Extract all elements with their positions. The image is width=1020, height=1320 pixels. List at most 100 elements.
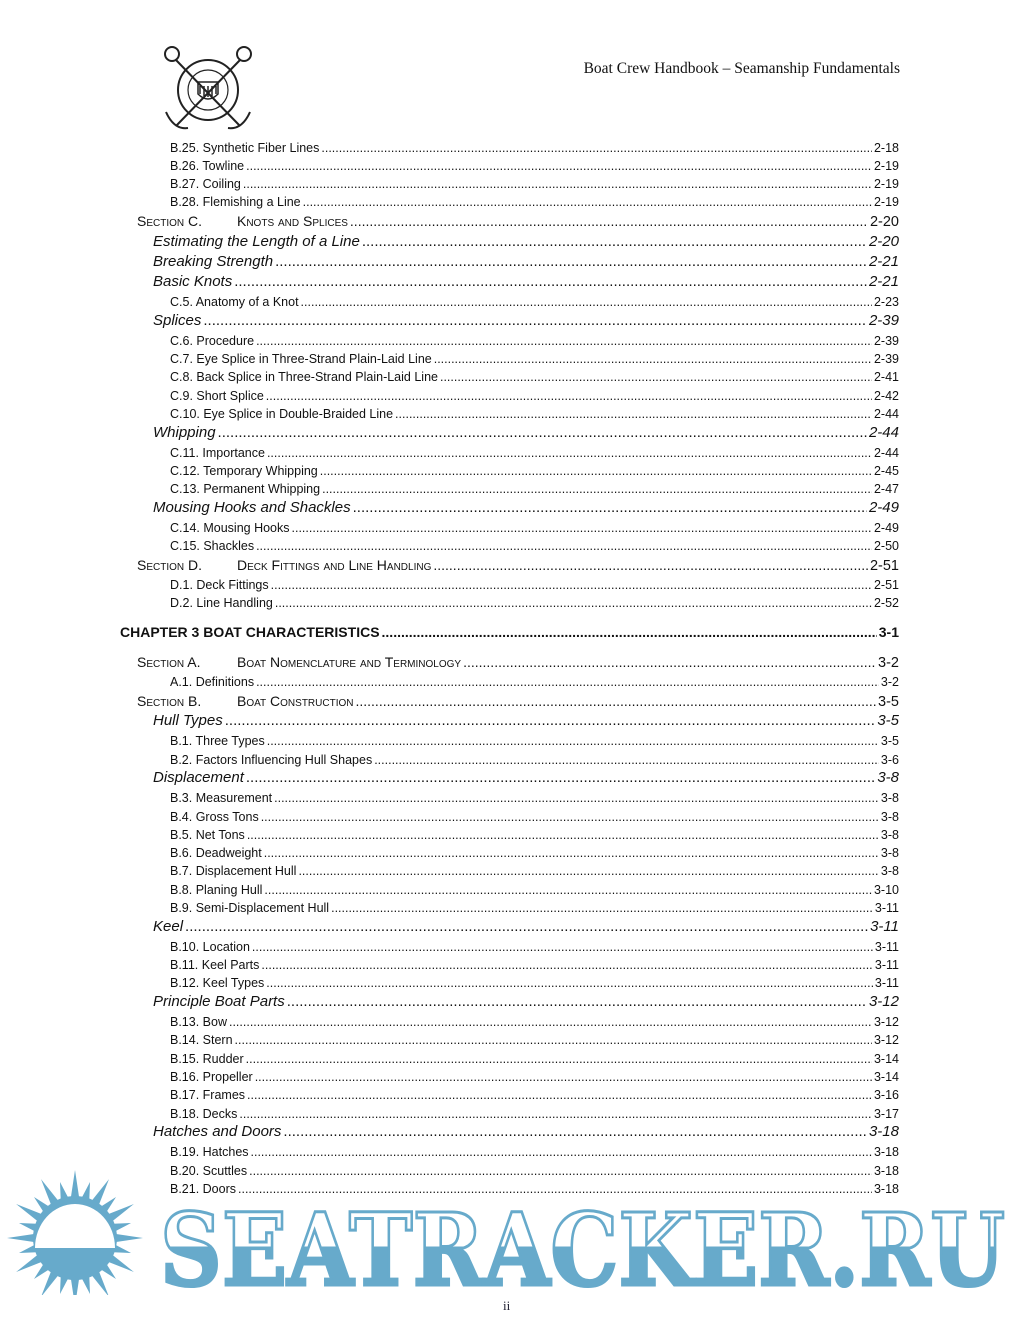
toc-entry[interactable]: C.9. Short Splice 2-42 [170, 387, 899, 405]
dot-leader [283, 1123, 867, 1141]
entry-title: C.11. Importance [170, 446, 265, 460]
toc-entry[interactable]: C.10. Eye Splice in Double-Braided Line 2… [170, 405, 899, 423]
entry-title: B.27. Coiling [170, 177, 241, 191]
toc-entry[interactable]: B.16. Propeller 3-14 [170, 1068, 899, 1086]
toc-entry[interactable]: Keel 3-11 [153, 918, 899, 936]
page-number: ii [503, 1298, 511, 1313]
toc-entry[interactable]: Section A. Boat Nomenclature and Terminol… [137, 653, 899, 671]
dot-leader [353, 499, 867, 517]
dot-leader [440, 368, 872, 386]
toc-entry[interactable]: CHAPTER 3 BOAT CHARACTERISTICS 3-1 [120, 623, 899, 641]
toc-entry[interactable]: Section C. Knots and Splices 2-20 [137, 212, 899, 230]
entry-title: B.11. Keel Parts [170, 958, 260, 972]
toc-entry[interactable]: Displacement 3-8 [153, 769, 899, 787]
toc-entry[interactable]: C.13. Permanent Whipping 2-47 [170, 480, 899, 498]
entry-page: 3-18 [873, 1164, 899, 1178]
toc-entry[interactable]: B.26. Towline 2-19 [170, 157, 899, 175]
entry-page: 2-21 [868, 253, 899, 270]
dot-leader [267, 732, 879, 750]
dot-leader [238, 1180, 872, 1198]
entry-title: B.9. Semi-Displacement Hull [170, 901, 330, 915]
toc-entry[interactable]: Principle Boat Parts 3-12 [153, 993, 899, 1011]
entry-page: 2-51 [869, 558, 899, 574]
toc-entry[interactable]: C.11. Importance 2-44 [170, 444, 899, 462]
sun-ray [70, 1275, 80, 1295]
entry-title: D.1. Deck Fittings [170, 578, 269, 592]
toc-entry[interactable]: B.6. Deadweight 3-8 [170, 844, 899, 862]
toc-entry[interactable]: B.3. Measurement 3-8 [170, 789, 899, 807]
entry-page: 2-49 [868, 499, 899, 516]
dot-leader [255, 1068, 872, 1086]
entry-page: 2-50 [873, 539, 899, 553]
toc-entry[interactable]: A.1. Definitions 3-2 [170, 673, 899, 691]
toc-entry[interactable]: B.2. Factors Influencing Hull Shapes 3-6 [170, 751, 899, 769]
toc-entry[interactable]: C.6. Procedure 2-39 [170, 332, 899, 350]
dot-leader [246, 769, 875, 787]
entry-title: Breaking Strength [153, 253, 274, 270]
toc-entry[interactable]: B.14. Stern 3-12 [170, 1031, 899, 1049]
entry-title: B.20. Scuttles [170, 1164, 248, 1178]
toc-entry[interactable]: B.1. Three Types 3-5 [170, 732, 899, 750]
dot-leader [433, 556, 868, 574]
toc-entry[interactable]: D.2. Line Handling 2-52 [170, 594, 899, 612]
toc-entry[interactable]: Section B. Boat Construction 3-5 [137, 692, 899, 710]
toc-entry[interactable]: B.21. Doors 3-18 [170, 1180, 899, 1198]
dot-leader [292, 519, 872, 537]
entry-page: 2-19 [873, 159, 899, 173]
entry-title: Boat Construction [237, 693, 354, 709]
toc-entry[interactable]: B.18. Decks 3-17 [170, 1105, 899, 1123]
toc-entry[interactable]: B.28. Flemishing a Line 2-19 [170, 193, 899, 211]
toc-entry[interactable]: B.17. Frames 3-16 [170, 1086, 899, 1104]
entry-page: 2-39 [873, 352, 899, 366]
toc-entry[interactable]: C.5. Anatomy of a Knot 2-23 [170, 293, 899, 311]
toc-entry[interactable]: Basic Knots 2-21 [153, 273, 899, 291]
toc-entry[interactable]: B.19. Hatches 3-18 [170, 1143, 899, 1161]
toc-entry[interactable]: B.12. Keel Types 3-11 [170, 974, 899, 992]
entry-title: C.8. Back Splice in Three-Strand Plain-L… [170, 370, 438, 384]
toc-entry[interactable]: B.5. Net Tons 3-8 [170, 826, 899, 844]
toc-entry[interactable]: C.15. Shackles 2-50 [170, 537, 899, 555]
toc-entry[interactable]: Hull Types 3-5 [153, 712, 899, 730]
sun-ray [70, 1170, 80, 1201]
entry-title: C.9. Short Splice [170, 389, 264, 403]
toc-entry[interactable]: B.11. Keel Parts 3-11 [170, 956, 899, 974]
toc-entry[interactable]: B.4. Gross Tons 3-8 [170, 808, 899, 826]
toc-entry[interactable]: B.27. Coiling 2-19 [170, 175, 899, 193]
entry-title: B.10. Location [170, 940, 250, 954]
toc-entry[interactable]: C.12. Temporary Whipping 2-45 [170, 462, 899, 480]
entry-title: C.6. Procedure [170, 334, 255, 348]
dot-leader [303, 193, 872, 211]
toc-entry[interactable]: B.9. Semi-Displacement Hull 3-11 [170, 899, 899, 917]
toc-entry[interactable]: B.10. Location 3-11 [170, 938, 899, 956]
entry-page: 3-2 [878, 655, 899, 671]
toc-entry[interactable]: Section D. Deck Fittings and Line Handlin… [137, 556, 899, 574]
toc-entry[interactable]: B.25. Synthetic Fiber Lines 2-18 [170, 139, 899, 157]
toc-entry[interactable]: B.20. Scuttles 3-18 [170, 1162, 899, 1180]
dot-leader [264, 844, 879, 862]
entry-page: 3-12 [868, 993, 899, 1010]
toc-entry[interactable]: C.8. Back Splice in Three-Strand Plain-L… [170, 368, 899, 386]
toc-entry[interactable]: B.8. Planing Hull 3-10 [170, 881, 899, 899]
entry-page: 2-19 [873, 177, 899, 191]
entry-title: Splices [153, 312, 202, 329]
toc-entry[interactable]: Breaking Strength 2-21 [153, 253, 899, 271]
toc-entry[interactable]: B.15. Rudder 3-14 [170, 1050, 899, 1068]
toc-entry[interactable]: D.1. Deck Fittings 2-51 [170, 576, 899, 594]
toc-entry[interactable]: B.7. Displacement Hull 3-8 [170, 862, 899, 880]
toc-entry[interactable]: C.14. Mousing Hooks 2-49 [170, 519, 899, 537]
toc-entry[interactable]: Whipping 2-44 [153, 424, 899, 442]
entry-page: 2-44 [873, 446, 899, 460]
toc-entry[interactable]: B.13. Bow 3-12 [170, 1013, 899, 1031]
section-label: Section B. [137, 693, 202, 709]
sun-ray [80, 1273, 91, 1295]
sun-ray [33, 1196, 52, 1215]
toc-entry[interactable]: C.7. Eye Splice in Three-Strand Plain-La… [170, 350, 899, 368]
toc-entry[interactable]: Estimating the Length of a Line 2-20 [153, 233, 899, 251]
toc-entry[interactable]: Hatches and Doors 3-18 [153, 1123, 899, 1141]
entry-page: 3-14 [873, 1052, 899, 1066]
entry-title: B.18. Decks [170, 1107, 238, 1121]
toc-entry[interactable]: Mousing Hooks and Shackles 2-49 [153, 499, 899, 517]
entry-page: 2-20 [869, 214, 899, 230]
entry-title: Estimating the Length of a Line [153, 233, 360, 250]
toc-entry[interactable]: Splices 2-39 [153, 312, 899, 330]
